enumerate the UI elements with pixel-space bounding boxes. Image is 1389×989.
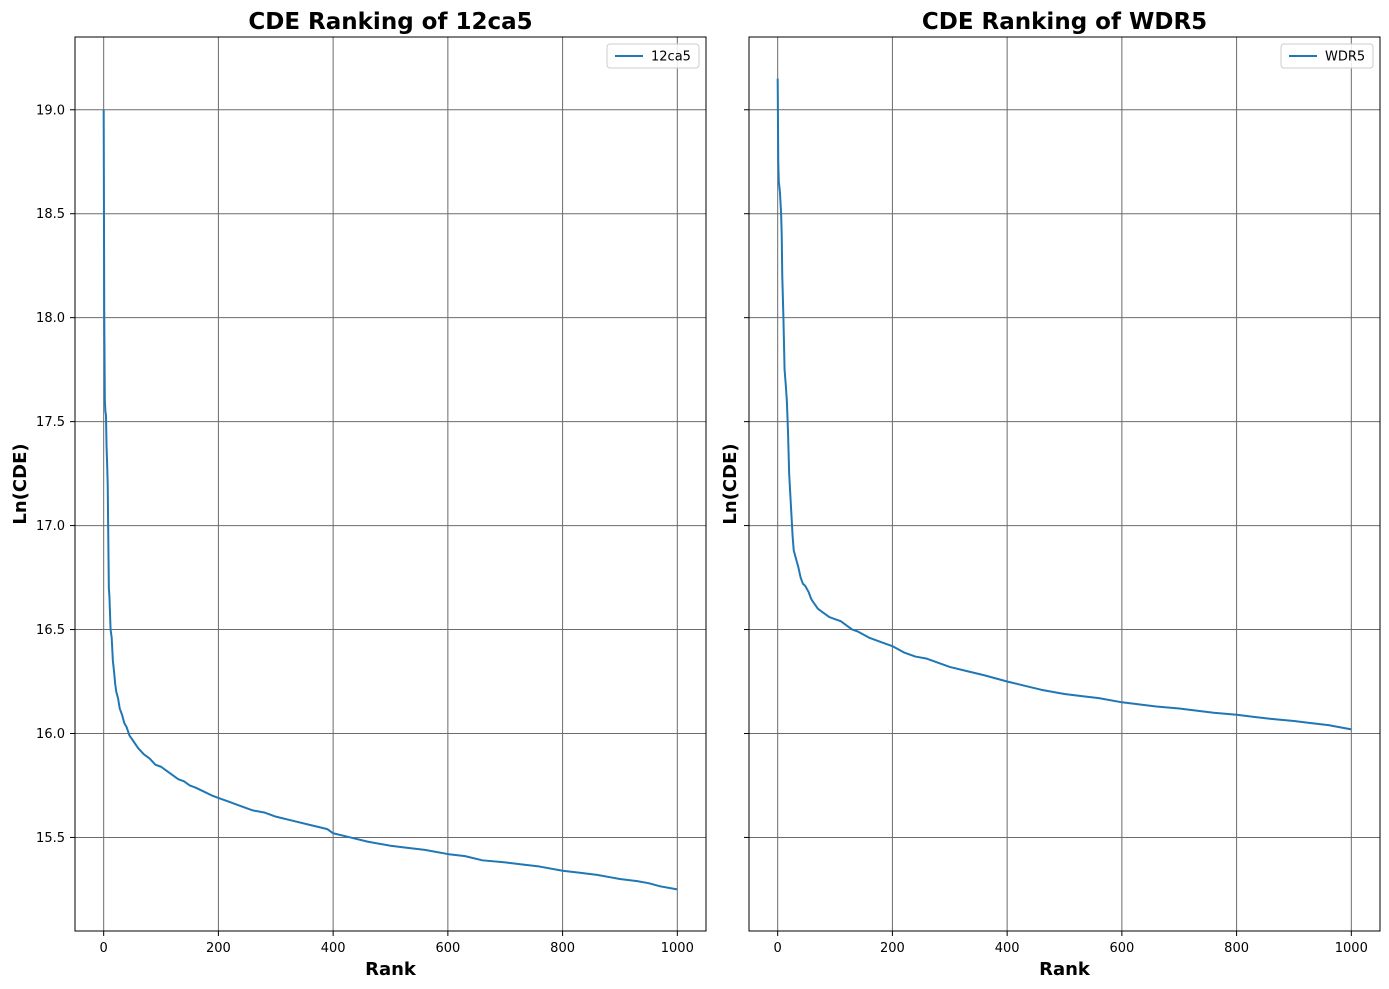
- x-tick-label: 400: [321, 941, 346, 956]
- y-axis-label: Ln(CDE): [720, 443, 741, 524]
- plot-frame: [748, 36, 1381, 932]
- chart-title: CDE Ranking of WDR5: [922, 9, 1207, 35]
- legend-label: WDR5: [1325, 50, 1365, 65]
- x-tick-label: 0: [100, 941, 108, 956]
- x-tick-label: 200: [206, 941, 231, 956]
- x-axis-label: Rank: [365, 959, 417, 980]
- x-tick-label: 800: [1224, 941, 1249, 956]
- legend: 12ca5: [606, 43, 700, 69]
- chart-panel-2: 0 200 400 600 800 1000 CDE Ranking of WDR5 Rank…: [720, 9, 1381, 980]
- chart-panel-1: 0 200 400 600 800 1000 15.5 16.0 16.5 17.0 17.5 18.…: [10, 9, 707, 980]
- x-tick-label: 800: [550, 941, 575, 956]
- chart-title: CDE Ranking of 12ca5: [248, 9, 532, 35]
- legend-label: 12ca5: [651, 50, 691, 65]
- y-tick-label: 18.0: [36, 311, 65, 326]
- x-tick-label: 600: [435, 941, 460, 956]
- x-axis-label: Rank: [1039, 959, 1091, 980]
- y-tick-label: 16.5: [36, 623, 65, 638]
- y-tick-label: 18.5: [36, 207, 65, 222]
- plot-frame: [74, 36, 707, 932]
- y-tick-label: 16.0: [36, 727, 65, 742]
- x-tick-label: 0: [774, 941, 782, 956]
- x-tick-label: 400: [995, 941, 1020, 956]
- x-tick-label: 200: [880, 941, 905, 956]
- y-tick-label: 17.5: [36, 415, 65, 430]
- series-line-WDR5: [776, 78, 1352, 731]
- y-tick-label: 15.5: [36, 831, 65, 846]
- y-tick-label: 19.0: [36, 103, 65, 118]
- legend-box: [1280, 43, 1374, 69]
- legend: WDR5: [1280, 43, 1374, 69]
- legend-box: [606, 43, 700, 69]
- series-line-12ca5: [102, 109, 678, 891]
- x-tick-label: 1000: [1335, 941, 1368, 956]
- y-tick-label: 17.0: [36, 519, 65, 534]
- x-tick-label: 1000: [661, 941, 694, 956]
- x-tick-label: 600: [1109, 941, 1134, 956]
- y-axis-label: Ln(CDE): [10, 443, 31, 524]
